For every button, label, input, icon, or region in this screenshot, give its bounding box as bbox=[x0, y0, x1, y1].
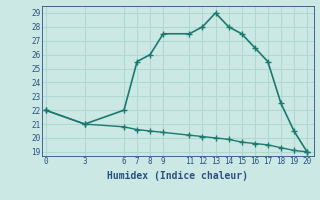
X-axis label: Humidex (Indice chaleur): Humidex (Indice chaleur) bbox=[107, 171, 248, 181]
